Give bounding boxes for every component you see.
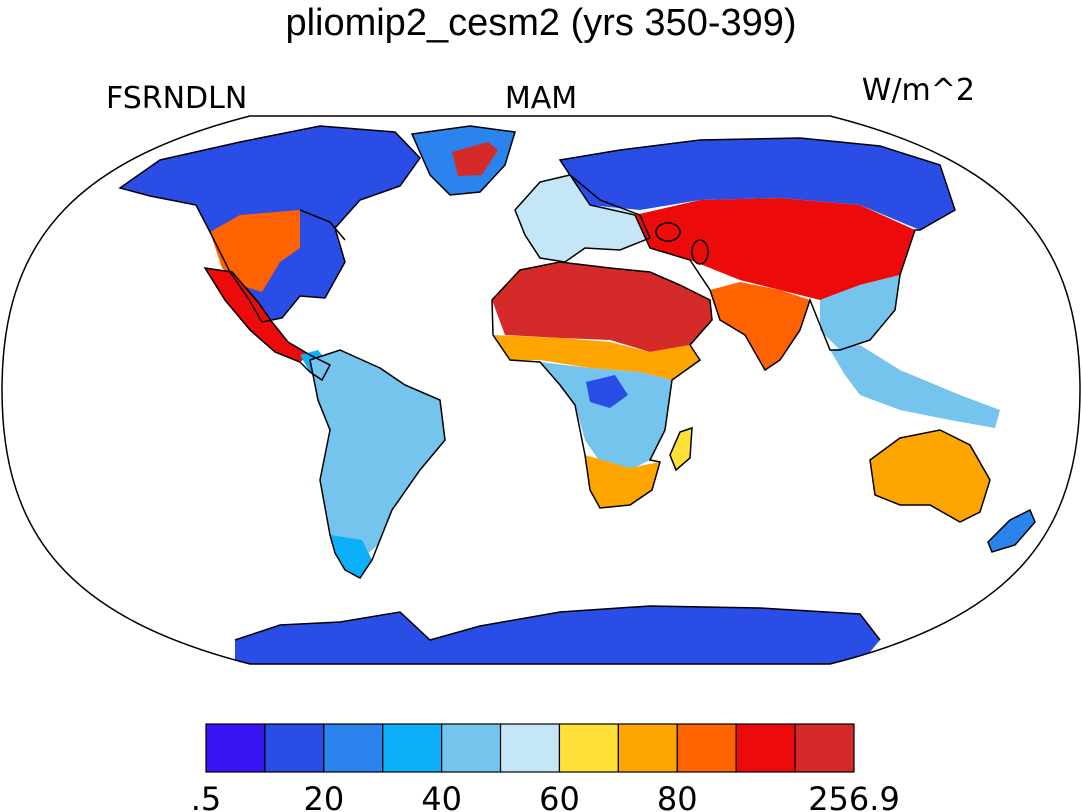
- colorbar-swatch: [264, 723, 325, 773]
- season-label: MAM: [505, 81, 577, 116]
- colorbar: [205, 723, 855, 773]
- colorbar-swatch: [499, 723, 561, 773]
- colorbar-swatch: [441, 723, 502, 773]
- region-central-asia: [635, 198, 915, 300]
- colorbar-swatch: [794, 723, 855, 773]
- region-sahara-arabia: [492, 262, 712, 352]
- colorbar-tick-label: .5: [191, 780, 222, 812]
- colorbar-swatch: [382, 723, 443, 773]
- region-madagascar: [670, 428, 692, 470]
- region-southern-africa: [585, 455, 660, 508]
- colorbar-swatch: [205, 723, 266, 773]
- region-europe: [515, 175, 650, 262]
- colorbar-tick-label: 60: [539, 780, 580, 812]
- region-new-zealand: [988, 510, 1035, 552]
- variable-label: FSRNDLN: [106, 81, 247, 116]
- region-sahel: [493, 335, 700, 380]
- colorbar-ticks: .5 20 40 60 80 256.9: [191, 780, 900, 812]
- region-china-east: [820, 275, 900, 350]
- colorbar-swatch: [323, 723, 384, 773]
- colorbar-tick-label: 80: [657, 780, 698, 812]
- region-siberia: [560, 138, 955, 230]
- figure-title: pliomip2_cesm2 (yrs 350-399): [285, 2, 796, 44]
- region-india: [710, 282, 810, 370]
- colorbar-swatch: [735, 723, 796, 773]
- region-south-america: [310, 350, 445, 560]
- region-central-africa: [540, 362, 672, 470]
- world-map: [2, 116, 1080, 664]
- colorbar-tick-label: 40: [421, 780, 462, 812]
- colorbar-swatch: [617, 723, 678, 773]
- colorbar-swatch: [676, 723, 737, 773]
- colorbar-swatch: [558, 723, 619, 773]
- region-greenland-east: [452, 142, 498, 176]
- globe-outline: [1, 115, 1081, 665]
- region-southeast-asia: [830, 345, 1000, 428]
- units-label: W/m^2: [862, 73, 975, 108]
- region-antarctica: [235, 606, 880, 664]
- region-patagonia: [330, 535, 372, 578]
- colorbar-tick-label: 256.9: [808, 780, 900, 812]
- colorbar-tick-label: 20: [303, 780, 344, 812]
- region-australia: [870, 430, 990, 522]
- region-congo: [586, 375, 628, 408]
- coastlines: [118, 125, 1036, 641]
